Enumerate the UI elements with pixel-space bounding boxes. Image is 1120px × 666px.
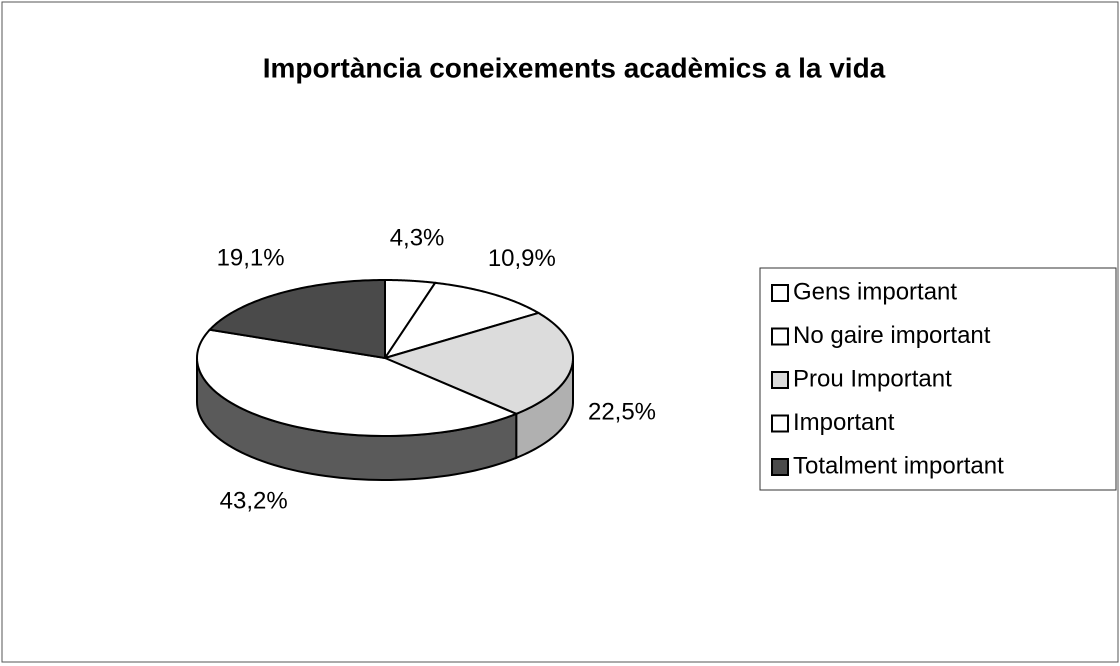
- legend-swatch: [771, 414, 789, 433]
- legend-box: [759, 267, 1117, 491]
- slice: [382, 311, 574, 415]
- chart-title: Importància coneixements acadèmics a la …: [263, 52, 886, 83]
- legend-label: Totalment important: [793, 452, 1004, 479]
- data-label: 19,1%: [217, 244, 285, 271]
- data-label: 22,5%: [588, 398, 656, 425]
- legend-label: Gens important: [793, 278, 957, 305]
- data-label: 4,3%: [390, 224, 445, 251]
- legend-label: Prou Important: [793, 365, 952, 392]
- data-label: 10,9%: [488, 245, 556, 272]
- legend-label: Important: [793, 409, 895, 436]
- legend-swatch: [771, 458, 789, 476]
- legend-swatch: [771, 371, 789, 389]
- data-label: 43,2%: [220, 487, 288, 514]
- legend-label: No gaire important: [793, 322, 991, 349]
- legend-swatch: [771, 284, 789, 302]
- slice: [382, 281, 541, 360]
- legend-swatch: [771, 327, 789, 346]
- pie: 4,3% 10,9% 22,5% 43,2% 19,1%: [196, 224, 656, 514]
- slice: [207, 278, 386, 360]
- slice: [196, 328, 519, 437]
